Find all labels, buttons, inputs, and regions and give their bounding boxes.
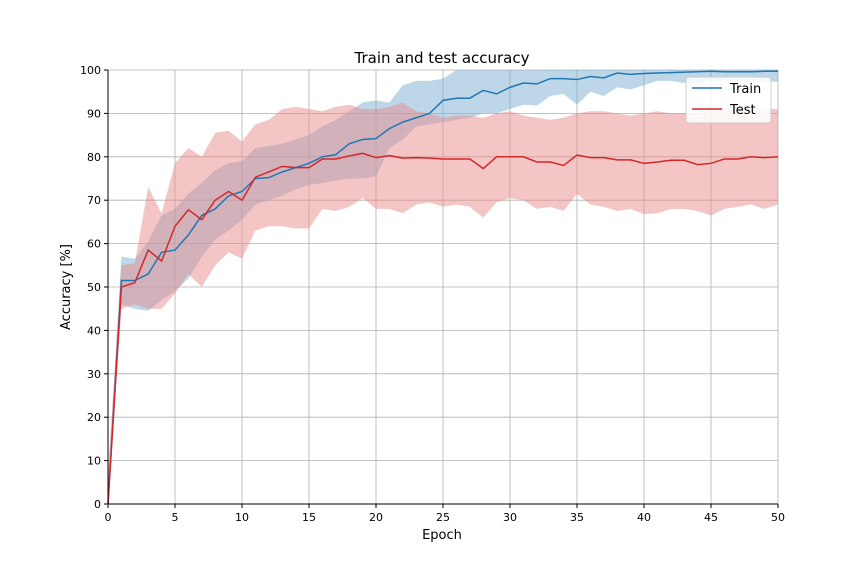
confidence-bands — [108, 70, 778, 505]
x-tick-label-10: 10 — [235, 511, 249, 524]
y-tick-labels: 0 10 20 30 40 50 60 70 80 90 100 — [80, 64, 108, 511]
x-tick-labels: 0 5 10 15 20 25 30 35 40 45 50 — [105, 504, 785, 524]
x-tick-label-25: 25 — [436, 511, 450, 524]
x-tick-label-45: 45 — [704, 511, 718, 524]
x-tick-label-50: 50 — [771, 511, 785, 524]
y-tick-label-100: 100 — [80, 64, 101, 77]
y-tick-label-90: 90 — [87, 107, 101, 120]
y-tick-label-0: 0 — [94, 498, 101, 511]
x-tick-label-0: 0 — [105, 511, 112, 524]
x-tick-label-15: 15 — [302, 511, 316, 524]
y-tick-label-20: 20 — [87, 411, 101, 424]
test-band — [108, 102, 778, 505]
legend-label-test: Test — [729, 103, 756, 118]
x-tick-label-40: 40 — [637, 511, 651, 524]
legend: Train Test — [685, 76, 772, 124]
chart-title: Train and test accuracy — [354, 49, 530, 67]
y-tick-label-30: 30 — [87, 368, 101, 381]
test-line — [107, 152, 779, 505]
y-tick-label-10: 10 — [87, 455, 101, 468]
x-axis-label: Epoch — [422, 528, 462, 543]
y-tick-label-60: 60 — [87, 238, 101, 251]
y-tick-label-80: 80 — [87, 151, 101, 164]
x-tick-label-30: 30 — [503, 511, 517, 524]
y-tick-label-40: 40 — [87, 324, 101, 337]
series-lines — [107, 70, 779, 505]
y-tick-label-70: 70 — [87, 194, 101, 207]
x-tick-label-5: 5 — [172, 511, 179, 524]
x-tick-label-35: 35 — [570, 511, 584, 524]
legend-label-train: Train — [729, 82, 761, 97]
y-axis-label: Accuracy [%] — [59, 244, 74, 330]
y-tick-label-50: 50 — [87, 281, 101, 294]
train-line — [107, 70, 778, 505]
x-tick-label-20: 20 — [369, 511, 383, 524]
